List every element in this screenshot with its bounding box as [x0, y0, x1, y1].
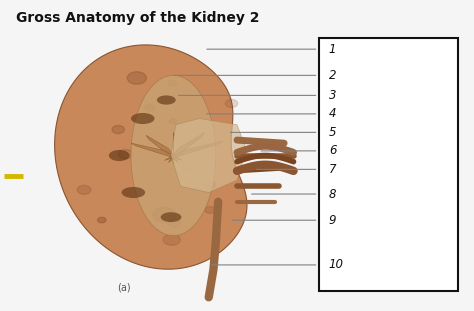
Circle shape: [169, 119, 177, 124]
Circle shape: [127, 72, 146, 84]
Circle shape: [168, 80, 177, 86]
Circle shape: [77, 185, 91, 194]
Circle shape: [163, 234, 180, 245]
Circle shape: [153, 207, 176, 222]
Circle shape: [205, 207, 215, 213]
Polygon shape: [171, 118, 246, 193]
Ellipse shape: [157, 95, 176, 104]
Polygon shape: [168, 132, 205, 162]
Ellipse shape: [109, 150, 129, 161]
Circle shape: [145, 104, 155, 111]
Circle shape: [118, 149, 133, 159]
Text: 1: 1: [329, 43, 337, 56]
Bar: [319, 38, 458, 291]
Polygon shape: [55, 45, 247, 269]
Circle shape: [203, 180, 216, 188]
Text: 2: 2: [329, 69, 337, 82]
Polygon shape: [146, 135, 178, 162]
Polygon shape: [131, 143, 182, 160]
Circle shape: [169, 219, 181, 227]
Text: 7: 7: [329, 163, 337, 176]
Polygon shape: [164, 141, 223, 160]
Circle shape: [225, 100, 237, 108]
Ellipse shape: [161, 212, 182, 222]
Text: 4: 4: [329, 107, 337, 120]
Circle shape: [182, 166, 191, 172]
Circle shape: [98, 217, 106, 223]
Circle shape: [112, 125, 125, 134]
Polygon shape: [131, 75, 216, 236]
Ellipse shape: [121, 187, 145, 198]
Ellipse shape: [131, 113, 155, 124]
Text: 3: 3: [329, 89, 337, 102]
Text: 10: 10: [329, 258, 344, 272]
Text: 6: 6: [329, 144, 337, 157]
Text: 9: 9: [329, 214, 337, 227]
Text: Gross Anatomy of the Kidney 2: Gross Anatomy of the Kidney 2: [16, 11, 259, 25]
Text: 5: 5: [329, 126, 337, 139]
Text: 8: 8: [329, 188, 337, 201]
Text: (a): (a): [117, 283, 131, 293]
